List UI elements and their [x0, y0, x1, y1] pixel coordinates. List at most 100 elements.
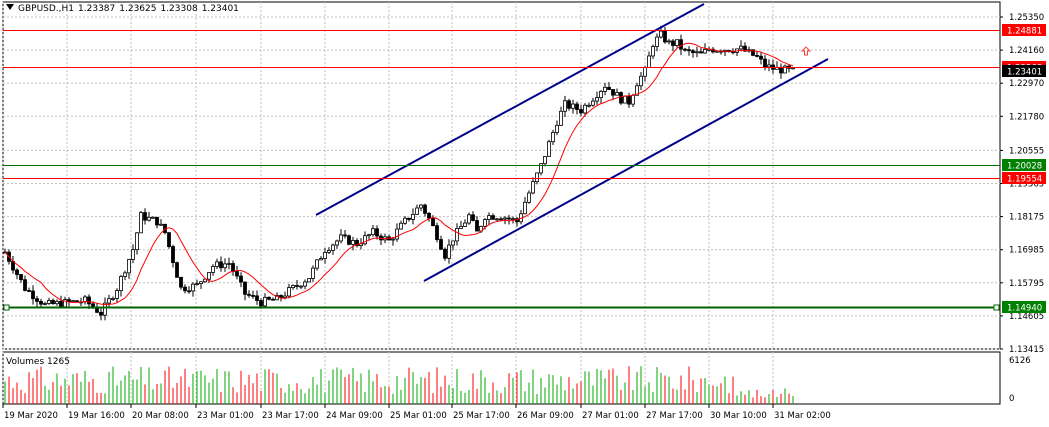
candle-body: [467, 214, 471, 224]
time-tick-label: 19 Mar 2020: [4, 411, 58, 421]
candle-body: [587, 104, 591, 107]
candle-body: [243, 281, 247, 295]
candle-body: [687, 49, 691, 52]
volume-scale-min: 0: [1009, 394, 1014, 404]
level-handle-right[interactable]: [993, 304, 1000, 311]
candle-body: [367, 234, 371, 237]
volume-scale-max: 6126: [1009, 356, 1031, 366]
candle-body: [191, 283, 195, 292]
candle-body: [619, 92, 623, 104]
candle-body: [307, 278, 311, 283]
candle-body: [255, 295, 259, 301]
time-tick-label: 31 Mar 02:00: [774, 411, 831, 421]
candle-body: [111, 298, 115, 300]
candle-body: [311, 267, 315, 279]
candle-body: [407, 217, 411, 220]
candle-body: [451, 240, 455, 246]
candle-body: [579, 109, 583, 114]
candle-body: [335, 240, 339, 246]
price-tick-label: 1.19365: [1009, 179, 1044, 189]
price-tick-label: 1.22970: [1009, 79, 1044, 89]
candle-body: [207, 272, 211, 280]
candle-body: [355, 240, 359, 246]
candle-body: [755, 54, 759, 57]
candle-body: [263, 296, 267, 307]
candle-body: [339, 234, 343, 242]
candle-body: [371, 228, 375, 236]
horizontal-level-line[interactable]: [3, 304, 1000, 311]
candle-body: [287, 287, 291, 297]
price-tick-label: 1.21780: [1009, 112, 1044, 122]
candle-body: [143, 212, 147, 221]
candle-body: [183, 286, 187, 292]
candle-body: [743, 45, 747, 52]
candle-body: [227, 263, 231, 265]
candle-body: [591, 100, 595, 106]
candle-body: [391, 238, 395, 241]
candle-body: [167, 232, 171, 247]
candle-body: [139, 212, 143, 234]
candle-body: [23, 279, 27, 291]
candle-body: [691, 50, 695, 54]
candle-body: [179, 276, 183, 288]
candle-body: [535, 172, 539, 182]
price-tick-label: 1.15795: [1009, 279, 1044, 289]
close-value: 1.23401: [201, 4, 239, 14]
candle-body: [563, 100, 567, 112]
time-tick-label: 27 Mar 17:00: [646, 411, 703, 421]
candle-body: [759, 55, 763, 60]
candle-body: [543, 156, 547, 165]
candle-body: [699, 51, 703, 54]
candle-body: [291, 285, 295, 288]
candle-body: [19, 274, 23, 281]
candle-body: [215, 261, 219, 267]
price-tick-label: 1.18175: [1009, 213, 1044, 223]
candle-body: [435, 225, 439, 240]
price-tick-label: 1.20555: [1009, 146, 1044, 156]
price-axis[interactable]: 1.25350 1.24160 1.22970 1.21780 1.20555 1.193…: [1000, 13, 1044, 355]
candle-body: [343, 234, 347, 237]
candle-body: [107, 298, 111, 304]
candle-body: [175, 262, 179, 278]
current-price-badge: 1.23401: [1002, 65, 1046, 78]
triangle-down-icon[interactable]: [6, 4, 14, 10]
candle-body: [463, 222, 467, 227]
candle-body: [71, 300, 75, 303]
level-handle-left[interactable]: [3, 304, 10, 311]
time-axis[interactable]: 19 Mar 2020 19 Mar 16:00 20 Mar 08:00 23 Ma…: [2, 404, 831, 421]
candle-body: [51, 300, 55, 305]
candle-body: [75, 300, 79, 303]
up-arrow-icon[interactable]: [800, 46, 812, 56]
candle-body: [499, 218, 503, 221]
candle-body: [615, 92, 619, 96]
candle-body: [87, 296, 91, 305]
candle-body: [495, 218, 499, 221]
candle-body: [395, 228, 399, 240]
candle-body: [551, 132, 555, 143]
candle-body: [663, 30, 667, 43]
channel-lower-line[interactable]: [423, 58, 829, 282]
price-badge-text: 1.24881: [1007, 27, 1042, 37]
candle-body: [491, 215, 495, 220]
candle-body: [199, 281, 203, 285]
candle-body: [603, 86, 607, 92]
candle-body: [751, 49, 755, 56]
price-pane[interactable]: [2, 1, 1001, 350]
candle-body: [247, 293, 251, 296]
candle-body: [299, 285, 303, 288]
candle-body: [455, 228, 459, 242]
candle-body: [327, 250, 331, 253]
candle-body: [531, 181, 535, 194]
low-value: 1.23308: [160, 4, 198, 14]
candle-body: [39, 300, 43, 305]
candle-body: [135, 232, 139, 251]
channel-upper-line[interactable]: [315, 3, 705, 216]
candle-body: [627, 95, 631, 105]
trend-channel[interactable]: [315, 3, 829, 282]
candle-body: [575, 103, 579, 110]
candle-body: [559, 110, 563, 126]
candle-body: [99, 311, 103, 316]
candle-body: [423, 204, 427, 214]
